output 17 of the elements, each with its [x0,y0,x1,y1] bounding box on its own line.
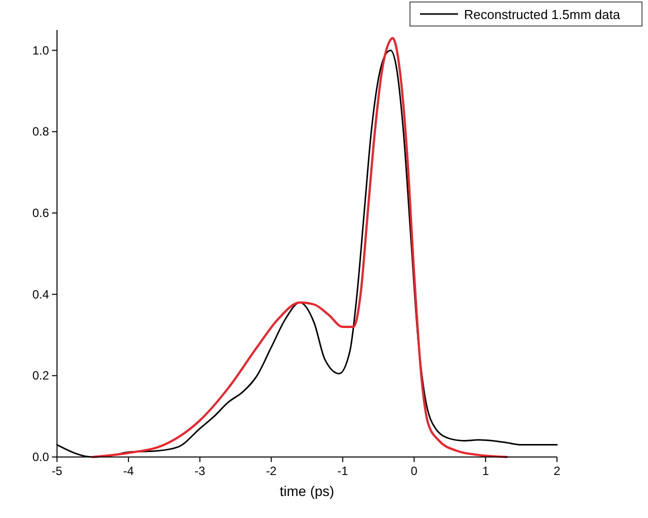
y-tick-label: 0.0 [32,450,50,464]
x-tick-label: 1 [482,464,490,478]
line-series [92,37,508,458]
x-tick-label: 2 [554,464,561,478]
legend-label: Reconstructed 1.5mm data [464,7,621,22]
y-tick-label: 0.6 [32,206,50,220]
x-tick-label: -4 [123,464,134,478]
x-tick-label: -5 [52,464,63,478]
y-tick-label: 1.0 [32,43,50,58]
x-tick-label: -3 [194,464,206,478]
y-tick-label: 0.4 [32,287,50,302]
x-axis-title: time (ps) [280,483,334,499]
x-tick-label: -2 [266,464,277,478]
x-tick-label: 0 [410,464,418,478]
y-tick-label: 0.2 [32,368,50,383]
y-tick-label: 0.8 [32,124,50,139]
x-tick-label: -1 [337,464,348,478]
